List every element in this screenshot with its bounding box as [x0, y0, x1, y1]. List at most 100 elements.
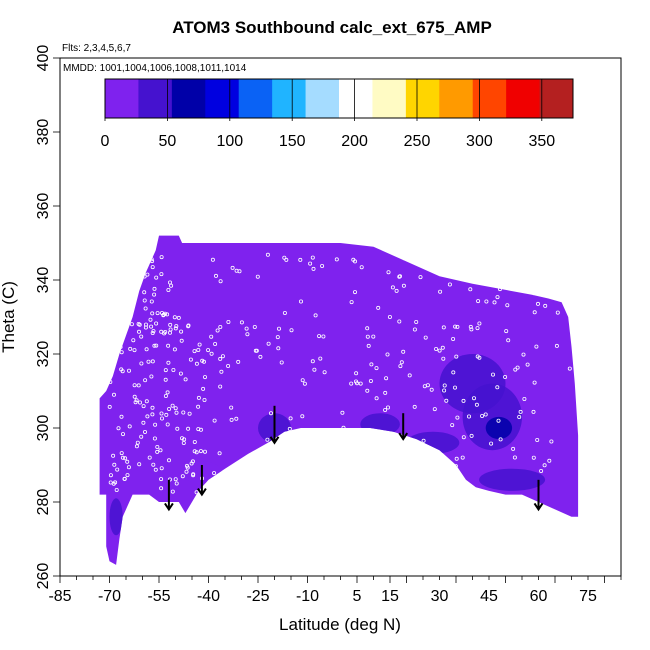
sample-point: [155, 311, 160, 316]
sample-point: [475, 326, 480, 331]
sample-point: [493, 266, 498, 271]
sample-point: [186, 426, 191, 431]
colorbar-tick-label: 300: [466, 133, 493, 150]
sample-point: [255, 274, 260, 279]
sample-point: [196, 404, 201, 409]
sample-point: [184, 469, 189, 474]
sample-point: [188, 357, 193, 362]
sample-point: [179, 338, 184, 343]
sample-point: [226, 319, 231, 324]
sample-point: [518, 409, 523, 414]
sample-point: [152, 436, 157, 441]
sample-point: [282, 310, 287, 315]
sample-point: [119, 367, 124, 372]
sample-point: [483, 412, 488, 417]
sample-point: [172, 347, 177, 352]
colorbar-segment-8: [372, 79, 407, 118]
sample-point: [384, 376, 389, 381]
colorbar-segment-4: [238, 79, 273, 118]
sample-point: [368, 378, 373, 383]
sample-point: [401, 349, 406, 354]
sample-point: [215, 328, 220, 333]
sample-point: [522, 396, 527, 401]
sample-point: [202, 375, 207, 380]
sample-point: [531, 409, 536, 414]
sample-point: [308, 261, 313, 266]
sample-point: [151, 329, 156, 334]
sample-point: [181, 410, 186, 415]
sample-point: [201, 386, 206, 391]
sample-point: [275, 335, 280, 340]
arrow-markers: [164, 405, 544, 512]
colorbar-segment-13: [539, 79, 574, 118]
sample-point: [453, 324, 458, 329]
sample-point: [432, 407, 437, 412]
y-tick-label: 380: [35, 119, 52, 146]
sample-point: [146, 359, 151, 364]
sample-point: [150, 405, 155, 410]
sample-point: [549, 439, 554, 444]
sample-point: [265, 252, 270, 257]
sample-point: [171, 367, 176, 372]
sample-point: [394, 288, 399, 293]
x-tick-label: 5: [353, 588, 362, 605]
sample-point: [511, 277, 516, 282]
arrow-marker-2: [269, 405, 280, 445]
sample-point: [175, 426, 180, 431]
sample-point: [150, 311, 155, 316]
sample-point: [158, 448, 163, 453]
sample-point: [174, 410, 179, 415]
sample-point: [174, 324, 179, 329]
sample-point: [213, 273, 218, 278]
sample-point: [229, 405, 234, 410]
sample-point: [495, 385, 500, 390]
sample-point: [142, 429, 147, 434]
sample-point: [196, 395, 201, 400]
sample-point: [437, 348, 442, 353]
sample-point: [349, 381, 354, 386]
sample-point: [142, 268, 147, 273]
x-axis-label: Latitude (deg N): [279, 615, 401, 634]
sample-point: [360, 471, 365, 476]
sample-point: [108, 473, 113, 478]
sample-point: [461, 435, 466, 440]
sample-point: [213, 341, 218, 346]
sample-point: [421, 475, 426, 480]
colorbar-segment-3: [205, 79, 240, 118]
sample-point: [366, 343, 371, 348]
sample-point: [166, 343, 171, 348]
sample-point: [176, 315, 181, 320]
sample-point: [442, 388, 447, 393]
sample-point: [166, 360, 171, 365]
sample-point: [141, 404, 146, 409]
sample-point: [412, 327, 417, 332]
sample-point: [145, 272, 150, 277]
sample-point: [490, 372, 495, 377]
sample-point: [112, 392, 117, 397]
sample-point: [140, 260, 145, 265]
sample-point: [143, 325, 148, 330]
sample-point: [565, 256, 570, 261]
sample-point: [110, 313, 115, 318]
sample-point: [505, 303, 510, 308]
sample-point: [202, 397, 207, 402]
sample-point: [154, 343, 159, 348]
sample-point: [165, 390, 170, 395]
sample-point: [209, 334, 214, 339]
sample-point: [305, 449, 310, 454]
heatmap-anomaly-5: [360, 413, 400, 436]
sample-point: [288, 416, 293, 421]
y-tick-label: 320: [35, 341, 52, 368]
sample-point: [132, 383, 137, 388]
sample-point: [165, 422, 170, 427]
sample-point: [313, 313, 318, 318]
sample-point: [312, 367, 317, 372]
sample-point: [166, 287, 171, 292]
sample-point: [495, 295, 500, 300]
sample-point: [455, 415, 460, 420]
sample-point: [318, 356, 323, 361]
sample-point: [376, 475, 381, 480]
sample-point: [348, 443, 353, 448]
sample-point: [320, 263, 325, 268]
sample-point: [427, 478, 432, 483]
